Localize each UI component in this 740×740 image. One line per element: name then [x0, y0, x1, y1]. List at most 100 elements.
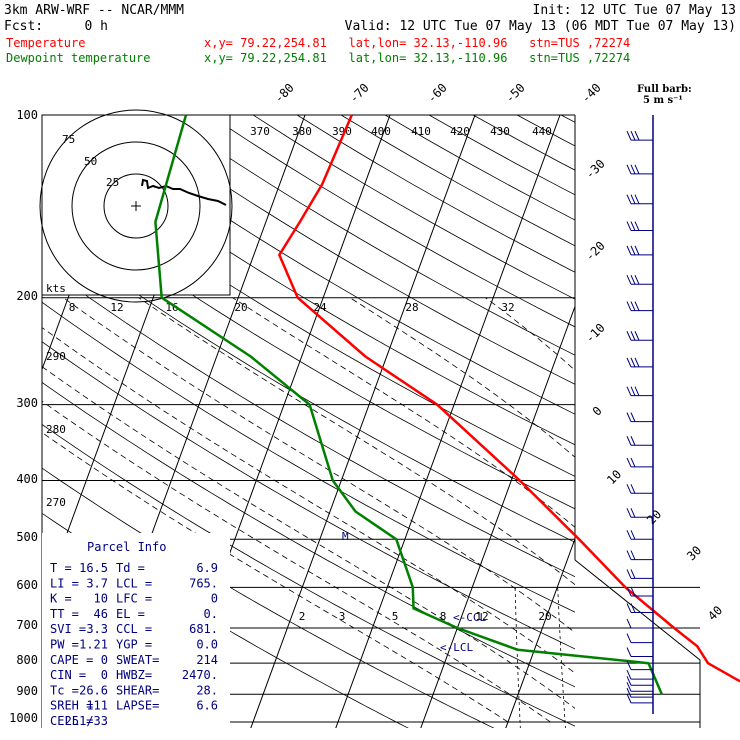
temperature-legend: Temperature: [6, 36, 85, 50]
parcel-field-value: 28.: [196, 683, 218, 697]
dry-adiabat-line: [42, 424, 575, 727]
wind-barb-flag: [626, 550, 632, 560]
parcel-field-value: 214: [196, 653, 218, 667]
parcel-field-label: SHEAR=: [116, 683, 159, 697]
moist-adiabat-line: [349, 297, 575, 458]
sounding-profiles: [154, 114, 740, 695]
barb-key-line1: Full barb:: [637, 84, 692, 95]
parcel-field-label: LFC =: [116, 592, 152, 606]
moist-adiabat-line: [138, 297, 575, 586]
wind-barb-flag: [634, 164, 640, 175]
model-title: 3km ARW-WRF -- NCAR/MMM: [4, 3, 184, 18]
dry-adiabat-line: [42, 341, 575, 650]
wind-barb-flag: [626, 275, 632, 285]
wind-barb-flag: [630, 245, 636, 256]
dewpoint-profile: [154, 114, 663, 695]
pressure-label: 400: [16, 472, 38, 486]
parcel-field-value: 251/33: [65, 714, 108, 728]
wind-barb-flag: [626, 660, 632, 670]
wind-barb-flag: [626, 357, 632, 368]
wind-barb-flag: [630, 550, 636, 560]
ccl-marker: <-CCL: [453, 611, 486, 624]
parcel-field-value: 3.3: [86, 622, 108, 636]
wind-barb-flag: [634, 386, 640, 396]
wind-barb-flag: [626, 412, 632, 422]
parcel-field-label: SWEAT=: [116, 653, 159, 667]
hodograph-kts-label: kts: [46, 282, 66, 295]
moist-adiabat-line: [232, 297, 575, 528]
parcel-field-label: K =: [50, 592, 72, 606]
dewpoint-legend: Dewpoint temperature: [6, 51, 151, 65]
wind-barb-flag: [630, 457, 636, 468]
speed-label: 16: [165, 301, 178, 314]
theta-side-label: 290: [46, 350, 66, 363]
wind-barb-flag: [630, 221, 636, 231]
parcel-field-value: 0: [101, 653, 108, 667]
pressure-label: 500: [16, 530, 38, 544]
hodograph: 25 50 75 kts: [39, 109, 233, 303]
hodograph-ring-50: [71, 141, 201, 271]
wind-barb-flag: [634, 221, 640, 231]
theta-label: 420: [450, 125, 470, 138]
wind-barb-flag: [634, 301, 640, 311]
dry-adiabat-line: [42, 155, 575, 477]
wind-barb-flag: [634, 331, 640, 341]
wind-barb-flag: [630, 603, 636, 613]
hodograph-ring-75: [39, 109, 233, 303]
hodograph-ring-label-50: 50: [84, 155, 97, 168]
pressure-label: 200: [16, 289, 38, 303]
isotherm-line: [505, 537, 575, 728]
wind-barb-flag: [626, 164, 632, 175]
parcel-field-value: 765.: [189, 576, 218, 590]
speed-label: 28: [405, 301, 418, 314]
mixing-ratio-line: [557, 587, 566, 728]
hodograph-ring-25: [103, 173, 169, 239]
theta-label: 370: [250, 125, 270, 138]
parcel-field-label: CAPE =: [50, 653, 93, 667]
plot-right-border-lower: [574, 559, 701, 728]
wind-barb-flag: [626, 693, 632, 704]
hodograph-speed-labels: 8 12 16 20 24 28 32: [69, 301, 515, 314]
valid-time: Valid: 12 UTC Tue 07 May 13 (06 MDT Tue …: [345, 19, 736, 34]
wind-barb-flag: [630, 275, 636, 285]
wind-barb-flag: [626, 586, 632, 597]
parcel-field-label: PW =: [50, 638, 79, 652]
parcel-field-value: 26.6: [79, 683, 108, 697]
parcel-field-value: 0: [211, 592, 218, 606]
parcel-field-value: 111: [86, 699, 108, 713]
hodograph-trace: [141, 178, 227, 206]
wind-barb-flag: [626, 618, 632, 629]
isotherm-line: [420, 304, 575, 728]
parcel-field-value: 0: [101, 668, 108, 682]
parcel-field-value: 1.21: [79, 638, 108, 652]
lcl-marker: <-LCL: [440, 641, 473, 654]
mixing-ratio-label: 8: [440, 610, 447, 623]
parcel-field-value: 6.9: [196, 561, 218, 575]
moist-adiabat-line: [42, 327, 575, 674]
barb-key-line2: 5 m s⁻¹: [643, 95, 683, 106]
wind-barb-flag: [626, 301, 632, 311]
theta-label: 400: [371, 125, 391, 138]
parcel-field-value: 2470.: [182, 668, 218, 682]
theta-side-label: 280: [46, 423, 66, 436]
mixing-ratio-label: 5: [392, 610, 399, 623]
pressure-label: 800: [16, 653, 38, 667]
parcel-field-label: CCL =: [116, 622, 152, 636]
parcel-field-label: CIN =: [50, 668, 86, 682]
wind-barb-flag: [626, 669, 632, 680]
dry-adiabat-line: [76, 115, 575, 415]
parcel-field-label: Td =: [116, 561, 145, 575]
wind-barb-flag: [630, 357, 636, 368]
parcel-field-value: 46: [94, 607, 108, 621]
parcel-field-label: LAPSE=: [116, 699, 159, 713]
mixing-ratio-label: 2: [299, 610, 306, 623]
wind-barb-flag: [626, 436, 632, 446]
wind-barb-flag: [630, 386, 636, 396]
parcel-field-label: YGP =: [116, 638, 152, 652]
wind-barb-flag: [634, 130, 640, 141]
pressure-label: 100: [16, 108, 38, 122]
wind-barb-flag: [630, 130, 636, 141]
isotherm-line: [250, 115, 476, 728]
parcel-field-value: 0.0: [196, 638, 218, 652]
